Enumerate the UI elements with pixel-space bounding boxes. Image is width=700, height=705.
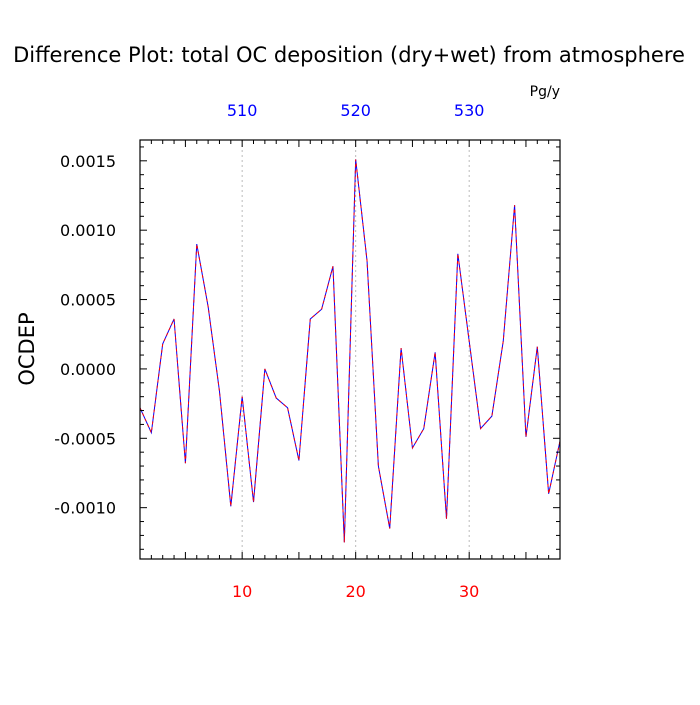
- grid-layer: [241, 140, 470, 559]
- x-tick-label-top: 510: [227, 101, 258, 120]
- y-tick-label: 0.0010: [60, 221, 116, 240]
- x-tick-label-top: 520: [340, 101, 371, 120]
- chart-title: Difference Plot: total OC deposition (dr…: [13, 43, 685, 67]
- plot-frame: [139, 139, 561, 560]
- x-tick-label-bottom: 30: [459, 582, 479, 601]
- units-label: Pg/y: [530, 84, 560, 100]
- x-tick-label-top: 530: [454, 101, 485, 120]
- y-tick-label: -0.0010: [54, 499, 116, 518]
- x-tick-label-bottom: 20: [345, 582, 365, 601]
- y-tick-label: 0.0000: [60, 360, 116, 379]
- y-tick-label: 0.0015: [60, 152, 116, 171]
- axis-layer: 0.0015 0.0010 0.0005 0.0000 -0.0005 -0.0010 10…: [54, 101, 561, 601]
- y-tick-label: -0.0005: [54, 429, 116, 448]
- y-axis-label: OCDEP: [15, 312, 39, 385]
- x-tick-label-bottom: 10: [232, 582, 252, 601]
- series-line-dash: [139, 159, 561, 543]
- y-tick-label: 0.0005: [60, 291, 116, 310]
- series-layer: [139, 159, 561, 543]
